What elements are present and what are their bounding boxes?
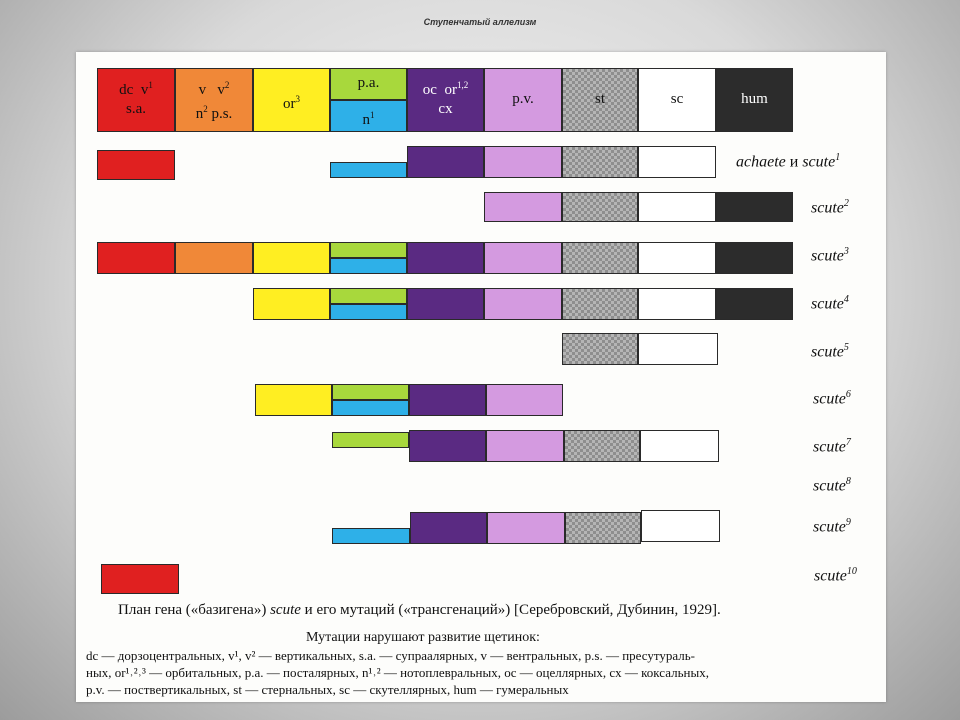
bar-lightgreen: [330, 288, 407, 304]
bar-lilac: [487, 512, 565, 544]
bar-white: [638, 146, 716, 178]
bar-lilac: [484, 146, 562, 178]
legend-line-2: ных, or¹˒²˒³ — орбитальных, p.a. — поста…: [86, 665, 709, 680]
bar-lilac: [484, 288, 562, 320]
bar-red: [101, 564, 179, 594]
legend-line-1: dc — дорзоцентральных, v¹, v² — вертикал…: [86, 648, 695, 663]
bar-white: [638, 333, 718, 365]
segment-oc-or-cx: [407, 68, 484, 132]
label-sc: sc: [670, 91, 684, 107]
bar-lightgreen: [332, 432, 409, 448]
row-label-scute6: scute6: [813, 389, 851, 408]
figure-caption: План гена («базигена») scute и его мутац…: [118, 602, 721, 618]
bar-white: [638, 242, 716, 274]
bar-white: [640, 430, 719, 462]
bar-lilac: [486, 384, 563, 416]
segment-dc-sa: [97, 68, 175, 132]
bar-gray: [564, 430, 640, 462]
bar-lilac: [484, 192, 562, 222]
segment-v-ps: [175, 68, 253, 132]
bar-purple: [407, 242, 484, 274]
segment-or3: [253, 68, 330, 132]
bar-gray: [565, 512, 641, 544]
label-st: st: [594, 91, 605, 107]
row-label-scute7: scute7: [813, 437, 851, 456]
bar-gray: [562, 333, 638, 365]
row-label-scute3: scute3: [811, 246, 849, 265]
bar-purple: [407, 288, 484, 320]
bar-blue: [330, 162, 407, 178]
bar-blue: [330, 304, 407, 320]
bar-white: [638, 288, 716, 320]
bar-black: [716, 192, 793, 222]
bar-yellow: [253, 288, 330, 320]
bar-blue: [332, 400, 409, 416]
bar-black: [716, 242, 793, 274]
label-hum: hum: [741, 91, 768, 107]
segment-st: [562, 68, 638, 132]
row-label-scute5: scute5: [811, 342, 849, 361]
row-label-scute10: scute10: [814, 566, 857, 585]
gene-map-figure: dc v1 s.a. v v2 n2 p.s. or3 p.a. n1 oc o…: [76, 52, 886, 702]
row-label-scute2: scute2: [811, 198, 849, 217]
label-pa: p.a.: [357, 75, 380, 91]
label-n1: n1: [362, 110, 375, 128]
label-dc-v1: dc v1: [119, 80, 153, 98]
segment-sc: [638, 68, 716, 132]
bar-white: [638, 192, 716, 222]
bar-red: [97, 242, 175, 274]
legend-line-3: p.v. — поствертикальных, st — стернальны…: [86, 682, 569, 697]
bar-black: [716, 288, 793, 320]
segment-pv: [484, 68, 562, 132]
bar-purple: [407, 146, 484, 178]
label-oc-or12: oc or1,2: [422, 80, 469, 98]
row-label-scute9: scute9: [813, 517, 851, 536]
figure-subcaption: Мутации нарушают развитие щетинок:: [306, 630, 540, 645]
slide-title: Ступенчатый аллелизм: [423, 17, 537, 27]
label-or3: or3: [283, 94, 300, 112]
bar-purple: [409, 430, 486, 462]
segment-hum: [716, 68, 793, 132]
bar-lightgreen: [332, 384, 409, 400]
bar-gray: [562, 288, 638, 320]
bar-white: [641, 510, 720, 542]
bar-red: [97, 150, 175, 180]
bar-purple: [409, 384, 486, 416]
label-pv: p.v.: [512, 91, 534, 107]
segment-pa: [330, 68, 407, 100]
bar-gray: [562, 146, 638, 178]
bar-purple: [410, 512, 487, 544]
label-n2-ps: n2 p.s.: [195, 104, 233, 122]
row-label-scute1: achaete и scute1: [736, 152, 841, 171]
bar-blue: [330, 258, 407, 274]
row-label-scute8: scute8: [813, 476, 851, 495]
bar-yellow: [253, 242, 330, 274]
bar-lilac: [486, 430, 564, 462]
bar-orange: [175, 242, 253, 274]
segment-n1: [330, 100, 407, 132]
bar-lightgreen: [330, 242, 407, 258]
bar-lilac: [484, 242, 562, 274]
bar-blue: [332, 528, 410, 544]
row-label-scute4: scute4: [811, 294, 849, 313]
bar-gray: [562, 242, 638, 274]
label-sa: s.a.: [126, 101, 146, 117]
bar-yellow: [255, 384, 332, 416]
label-v-v2: v v2: [198, 80, 230, 98]
bar-gray: [562, 192, 638, 222]
label-cx: cx: [438, 101, 453, 117]
